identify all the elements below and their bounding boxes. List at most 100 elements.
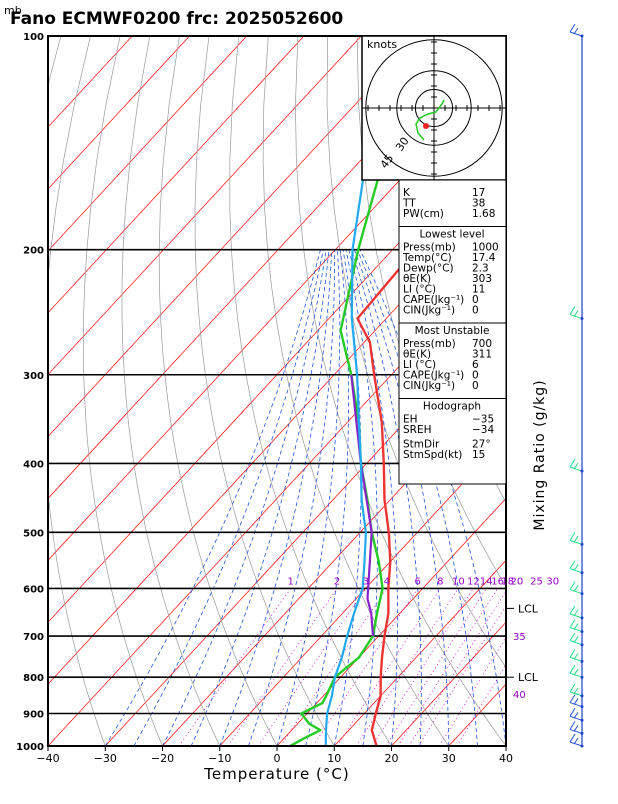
pressure-tick-label: 400 xyxy=(23,459,44,470)
mixing-ratio-label: 10 xyxy=(452,576,465,587)
wind-barb-origin xyxy=(581,732,584,735)
lowest-stat-label: CIN(Jkg⁻¹) xyxy=(403,305,455,317)
isotherm-line xyxy=(0,36,419,746)
stat-value: 1.68 xyxy=(472,208,495,220)
wind-barb-shaft xyxy=(570,569,582,573)
wind-barb-flag xyxy=(574,637,578,643)
stat-label: PW(cm) xyxy=(403,208,444,220)
x-axis-title: Temperature (°C) xyxy=(203,765,349,783)
storm-motion-marker xyxy=(423,123,429,129)
dry-adiabat-line xyxy=(565,36,618,746)
wind-barb-flag xyxy=(574,536,578,542)
wind-barb-shaft xyxy=(570,673,582,677)
wind-barb-flag xyxy=(570,695,575,703)
hodograph-stats-header: Hodograph xyxy=(423,401,481,413)
wind-barb-flag xyxy=(570,532,575,540)
temperature-tick-label: 30 xyxy=(442,752,456,765)
temperature-tick-label: 0 xyxy=(274,752,281,765)
wind-barb-flag xyxy=(574,565,578,571)
lowest-level-header: Lowest level xyxy=(419,229,484,241)
temperature-tick-label: −20 xyxy=(151,752,174,765)
wind-barb-origin xyxy=(581,630,584,633)
mixing-ratio-label: 6 xyxy=(414,576,420,587)
wind-barb-origin xyxy=(581,694,584,697)
wind-barb-shaft xyxy=(570,742,582,746)
mixing-ratio-edge-label: 40 xyxy=(513,690,526,701)
wind-barb-flag xyxy=(574,688,578,694)
dry-adiabat-line xyxy=(594,36,618,746)
mixing-ratio-label: 20 xyxy=(510,576,523,587)
most-unstable-header: Most Unstable xyxy=(415,325,490,337)
mixing-ratio-label: 4 xyxy=(384,576,390,587)
dry-adiabat-line xyxy=(43,36,105,746)
wind-barb-origin xyxy=(581,543,584,546)
wind-barb-origin xyxy=(581,470,584,473)
pressure-tick-label: 700 xyxy=(23,632,44,643)
wind-barb-shaft xyxy=(570,315,582,319)
wind-barb-origin xyxy=(581,660,584,663)
wind-barb-flag xyxy=(570,459,575,467)
isotherm-line xyxy=(0,36,132,746)
wind-barb-shaft xyxy=(570,590,582,594)
temperature-tick-label: 10 xyxy=(327,752,341,765)
wind-barb-shaft xyxy=(570,657,582,661)
wind-barb-flag xyxy=(570,606,575,614)
wind-barb-origin xyxy=(581,35,584,38)
wind-barb-origin xyxy=(581,616,584,619)
wind-barb-origin xyxy=(581,705,584,708)
pressure-tick-label: 600 xyxy=(23,584,44,595)
dry-adiabat-line xyxy=(83,36,162,746)
wind-barb-flag xyxy=(574,586,578,592)
wind-barb-origin xyxy=(581,745,584,748)
wind-barb-shaft xyxy=(570,692,582,696)
storm-stat-value: 15 xyxy=(472,449,485,461)
wind-barb-shaft xyxy=(570,540,582,544)
wind-barb-flag xyxy=(574,653,578,659)
mixing-ratio-label: 3 xyxy=(363,576,369,587)
hodo-stat-label: SREH xyxy=(403,424,432,436)
temperature-tick-label: −10 xyxy=(208,752,231,765)
hodo-stat-value: −34 xyxy=(472,424,494,436)
temperature-tick-label: 40 xyxy=(499,752,513,765)
chart-title: Fano ECMWF0200 frc: 2025052600 xyxy=(10,9,343,29)
mixing-ratio-label: 30 xyxy=(546,576,559,587)
wind-barb-origin xyxy=(581,592,584,595)
wind-barb-origin xyxy=(581,571,584,574)
wind-barb-shaft xyxy=(570,614,582,618)
wind-barb-flag xyxy=(570,665,575,673)
wind-barb-flag xyxy=(574,712,578,718)
wind-barb-flag xyxy=(570,24,575,32)
moist-adiabat-line xyxy=(334,250,361,746)
mixing-ratio-label: 1 xyxy=(288,576,294,587)
mixing-ratio-label: 8 xyxy=(437,576,443,587)
unstable-stat-label: CIN(Jkg⁻¹) xyxy=(403,380,455,392)
pressure-tick-label: 800 xyxy=(23,673,44,684)
wind-barb-flag xyxy=(570,582,575,590)
isotherm-line xyxy=(0,36,361,746)
temperature-tick-label: −30 xyxy=(94,752,117,765)
wind-barb-shaft xyxy=(570,703,582,707)
wind-barb-shaft xyxy=(570,641,582,645)
wind-barb-shaft xyxy=(570,716,582,720)
lcl-label: LCL xyxy=(518,671,539,684)
wind-barb-flag xyxy=(574,311,578,317)
wind-barb-shaft xyxy=(570,628,582,632)
wind-barb-flag xyxy=(574,725,578,731)
storm-stat-label: StmSpd(kt) xyxy=(403,449,462,461)
pressure-tick-label: 900 xyxy=(23,710,44,721)
mixing-ratio-axis-title: Mixing Ratio (g/kg) xyxy=(532,379,548,530)
wind-barb-shaft xyxy=(570,467,582,471)
wind-barb-flag xyxy=(570,734,575,742)
wind-barb-flag xyxy=(570,649,575,657)
wind-barb-origin xyxy=(581,719,584,722)
wind-barb-shaft xyxy=(570,32,582,36)
lcl-label: LCL xyxy=(518,602,539,615)
temperature-tick-label: −40 xyxy=(36,752,59,765)
wind-barb-flag xyxy=(574,28,578,34)
